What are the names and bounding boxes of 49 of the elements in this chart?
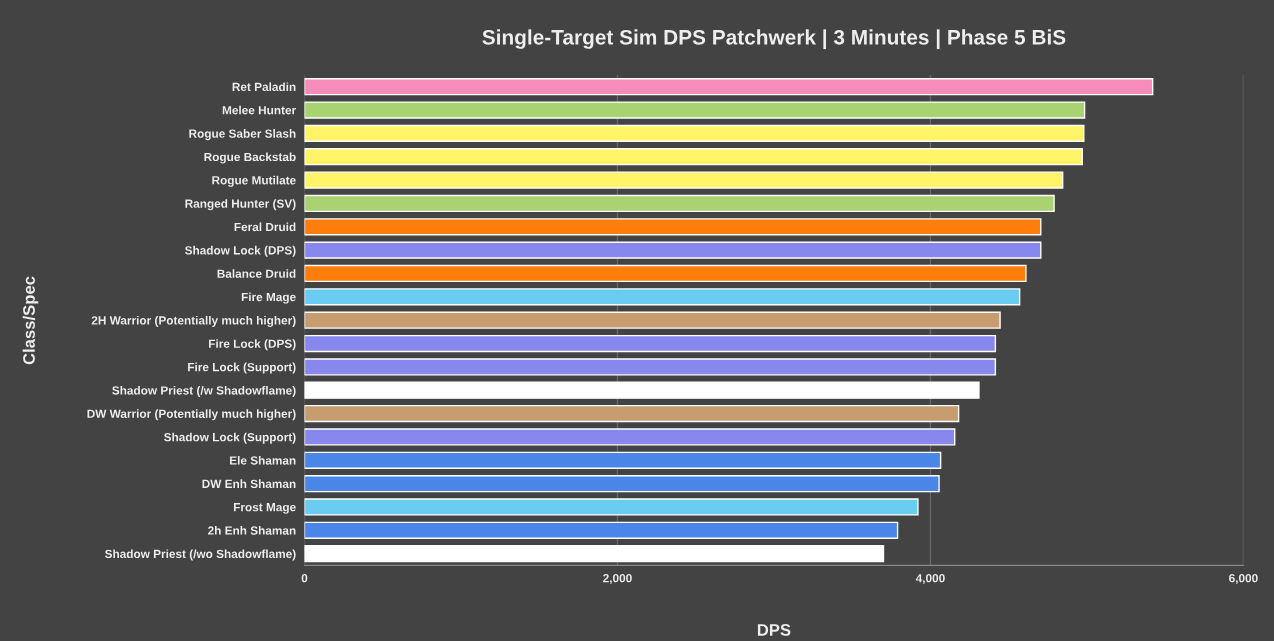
y-tick-label: Ele Shaman [230, 456, 296, 465]
bar [304, 194, 1055, 213]
x-tick-label: 0 [301, 574, 308, 583]
bar [304, 334, 997, 353]
y-axis-title: Class/Spec [22, 276, 39, 365]
y-tick-label: DW Warrior (Potentially much higher) [87, 409, 296, 421]
bar [304, 475, 940, 493]
y-tick-label: 2h Enh Shaman [208, 526, 296, 535]
bar [304, 498, 919, 516]
y-tick-label: Ranged Hunter (SV) [185, 199, 296, 211]
y-tick-label: Fire Mage [241, 292, 296, 304]
y-tick-label: DW Enh Shaman [202, 479, 296, 489]
y-tick-label: Shadow Priest (/w Shadowflame) [112, 385, 296, 397]
x-tick-label: 6,000 [1229, 574, 1258, 585]
bar [304, 124, 1085, 143]
y-tick-label: Feral Druid [234, 222, 296, 232]
y-tick-label: Frost Mage [233, 503, 296, 514]
y-tick-label: Shadow Lock (DPS) [184, 245, 296, 257]
x-tick-label: 4,000 [915, 574, 945, 585]
bar [304, 521, 899, 539]
bar [304, 451, 942, 469]
bar [304, 241, 1042, 259]
bar [304, 264, 1027, 283]
y-tick-label: Melee Hunter [222, 105, 296, 115]
bar [304, 311, 1001, 329]
x-tick-label: 2,000 [603, 574, 632, 585]
y-tick-label: Ret Paladin [232, 82, 296, 92]
y-tick-label: Rogue Backstab [204, 152, 296, 164]
bar [304, 358, 997, 376]
bar [304, 428, 956, 446]
bar [304, 545, 885, 563]
bar [304, 381, 980, 399]
y-tick-label: Fire Lock (DPS) [209, 339, 296, 351]
y-tick-label: Fire Lock (Support) [188, 362, 296, 374]
y-tick-label: Balance Druid [217, 269, 296, 278]
bar [304, 218, 1042, 236]
y-tick-label: Rogue Mutilate [212, 175, 296, 187]
bar [304, 101, 1086, 119]
bar [304, 171, 1064, 189]
x-axis-title: DPS [757, 624, 791, 636]
y-tick-label: Shadow Priest (/wo Shadowflame) [104, 549, 296, 561]
bar [304, 148, 1083, 166]
bar [304, 404, 960, 423]
chart-title: Single-Target Sim DPS Patchwerk | 3 Minutes | Phase 5 BiS [482, 29, 1066, 50]
bar [304, 78, 1154, 96]
y-tick-label: Shadow Lock (Support) [164, 432, 296, 444]
y-tick-label: Rogue Saber Slash [189, 129, 296, 141]
y-tick-label: 2H Warrior (Potentially much higher) [91, 315, 296, 327]
bar [304, 288, 1021, 306]
